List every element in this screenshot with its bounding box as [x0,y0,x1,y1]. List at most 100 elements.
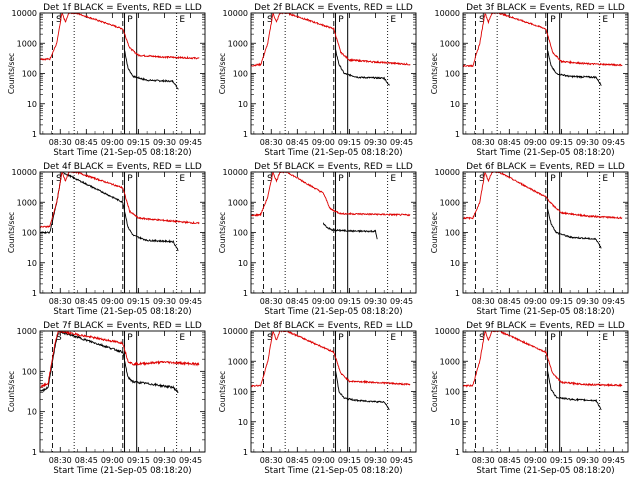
panel-title: Det 4f BLACK = Events, RED = LLD [43,162,202,172]
events-series-line [40,172,179,252]
x-tick-label: 09:00 [524,456,547,465]
x-tick-label: 09:15 [338,138,361,147]
panel-title: Det 2f BLACK = Events, RED = LLD [254,3,413,13]
x-tick-label: 09:30 [364,297,387,306]
events-series-line [124,49,179,90]
marker-letter: P [127,174,133,184]
x-tick-label: 09:45 [179,138,202,147]
x-tick-label: 09:15 [550,297,573,306]
marker-letter: E [602,15,608,25]
marker-letter: E [179,174,185,184]
x-tick-label: 09:00 [101,138,124,147]
panel-title: Det 9f BLACK = Events, RED = LLD [466,321,625,331]
y-tick-label: 10000 [223,9,248,18]
x-tick-label: 09:30 [153,297,176,306]
y-tick-label: 1 [243,448,248,457]
x-tick-label: 09:00 [312,297,335,306]
y-tick-label: 10 [27,259,37,268]
y-tick-label: 10 [450,259,460,268]
marker-letter: E [179,15,185,25]
y-tick-label: 1 [243,289,248,298]
y-tick-label: 100 [445,388,460,397]
y-axis-label: Counts/sec [430,53,439,94]
x-tick-label: 08:30 [472,456,495,465]
x-tick-label: 09:15 [550,138,573,147]
y-axis-label: Counts/sec [218,212,227,253]
y-tick-label: 10000 [12,9,37,18]
x-axis-label: Start Time (21-Sep-05 08:18:20) [264,148,402,158]
x-tick-label: 08:45 [75,456,98,465]
x-tick-label: 08:45 [286,297,309,306]
y-axis-label: Counts/sec [218,371,227,412]
plot-frame [250,12,417,135]
x-axis-label: Start Time (21-Sep-05 08:18:20) [53,307,191,317]
marker-letter: S [479,333,485,343]
y-tick-label: 10000 [223,168,248,177]
x-axis-label: Start Time (21-Sep-05 08:18:20) [264,307,402,317]
y-tick-label: 100 [22,229,37,238]
events-series-line [547,208,602,249]
marker-letter: S [56,333,62,343]
x-tick-label: 09:45 [179,456,202,465]
x-tick-label: 08:30 [260,297,283,306]
detector-panel-5: Det 5f BLACK = Events, RED = LLD 1 10 100 10… [218,162,417,317]
y-tick-label: 1000 [17,39,37,48]
y-tick-label: 100 [445,70,460,79]
y-tick-label: 10000 [435,9,460,18]
x-tick-label: 09:00 [524,138,547,147]
x-tick-label: 08:45 [498,297,521,306]
marker-letter: P [550,333,556,343]
y-tick-label: 100 [22,70,37,79]
x-tick-label: 08:30 [260,456,283,465]
y-tick-label: 1000 [228,198,248,207]
x-tick-label: 09:45 [602,456,625,465]
y-tick-label: 1000 [440,198,460,207]
lld-series-line [40,13,200,61]
x-tick-label: 08:45 [498,456,521,465]
x-tick-label: 09:15 [127,456,150,465]
x-tick-label: 09:30 [364,138,387,147]
x-tick-label: 09:45 [179,297,202,306]
marker-letter: S [267,333,273,343]
y-axis-label: Counts/sec [430,371,439,412]
x-tick-label: 08:45 [498,138,521,147]
y-tick-label: 10 [450,418,460,427]
panel-title: Det 8f BLACK = Events, RED = LLD [254,321,413,331]
marker-letter: E [602,333,608,343]
marker-letter: P [550,15,556,25]
x-tick-label: 08:45 [75,138,98,147]
y-tick-label: 10 [27,100,37,109]
plot-frame [39,171,206,294]
marker-letter: E [602,174,608,184]
lld-series-line [463,172,623,221]
lld-series-line [463,331,623,388]
events-series-line [40,331,179,393]
y-tick-label: 10000 [223,327,248,336]
marker-letter: S [479,15,485,25]
x-tick-label: 08:30 [472,138,495,147]
marker-letter: E [390,333,396,343]
x-tick-label: 09:45 [390,456,413,465]
plot-frame [39,12,206,135]
y-tick-label: 1000 [440,39,460,48]
marker-letter: P [338,174,344,184]
marker-letter: S [56,174,62,184]
panel-title: Det 7f BLACK = Events, RED = LLD [43,321,202,331]
x-axis-label: Start Time (21-Sep-05 08:18:20) [476,466,614,476]
y-tick-label: 100 [233,388,248,397]
panel-title: Det 1f BLACK = Events, RED = LLD [43,3,202,13]
plot-frame [462,171,629,294]
detector-panel-3: Det 3f BLACK = Events, RED = LLD 1 10 100 10… [430,3,629,158]
detector-panel-4: Det 4f BLACK = Events, RED = LLD 1 10 100 10… [7,162,206,317]
y-tick-label: 10000 [435,168,460,177]
x-tick-label: 08:30 [472,297,495,306]
x-axis-label: Start Time (21-Sep-05 08:18:20) [53,466,191,476]
y-tick-label: 1000 [17,327,37,336]
detector-panel-8: Det 8f BLACK = Events, RED = LLD 1 10 100 10… [218,321,417,476]
y-tick-label: 1000 [440,357,460,366]
y-tick-label: 1 [455,130,460,139]
detector-panel-2: Det 2f BLACK = Events, RED = LLD 1 10 100 10… [218,3,417,158]
marker-letter: P [338,333,344,343]
marker-letter: E [390,174,396,184]
